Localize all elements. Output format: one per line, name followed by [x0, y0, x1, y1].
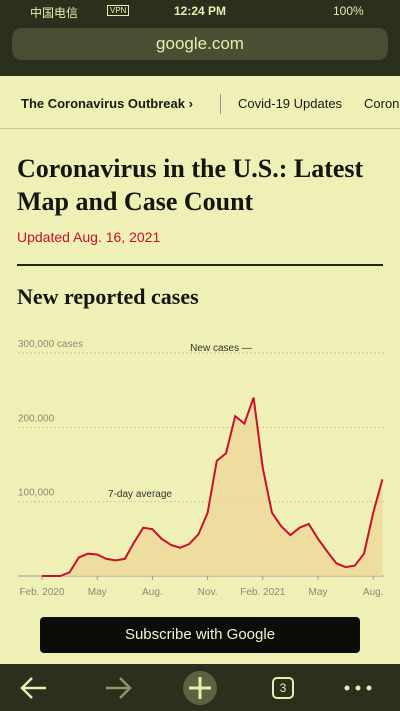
annotation: New cases —	[190, 343, 252, 354]
rule	[17, 264, 383, 266]
x-tick-label: Feb. 2020	[19, 587, 64, 598]
x-tick-label: Aug.	[363, 587, 384, 598]
forward-icon[interactable]	[106, 677, 132, 699]
carrier: 中国电信	[30, 6, 79, 20]
menu-dot	[355, 685, 361, 691]
nav-item[interactable]: Covid-19 Updates	[238, 96, 343, 111]
tabs-button[interactable]	[272, 677, 294, 699]
back-icon[interactable]	[20, 677, 46, 699]
chart: 100,000 200,000 300,000 cases Feb. 2020 May A…	[18, 339, 384, 598]
updated: Updated Aug. 16, 2021	[17, 229, 161, 245]
vpn: VPN	[107, 5, 130, 16]
x-tick-label: May	[88, 587, 107, 598]
toolbar: 3	[0, 664, 400, 711]
divider	[220, 94, 221, 114]
x-tick-label: May	[309, 587, 328, 598]
time: 12:24 PM	[173, 4, 227, 18]
headline: Coronavirus in the U.S.: Latest Map and …	[17, 154, 364, 216]
x-tick-label: Nov.	[198, 587, 218, 598]
toolbar-icons: 3	[20, 671, 372, 705]
subscribe-button[interactable]: Subscribe with Google	[40, 617, 360, 653]
divider	[0, 128, 400, 129]
y-tick-label: 300,000 cases	[18, 339, 83, 350]
line	[42, 397, 384, 577]
tab-count: 3	[280, 681, 287, 695]
area	[42, 397, 383, 576]
battery: 100%	[333, 4, 364, 18]
y-tick-label: 100,000	[18, 488, 55, 499]
url: google.com	[156, 34, 244, 53]
button-label: Subscribe with Google	[124, 626, 276, 643]
y-tick-label: 200,000	[18, 413, 55, 424]
plus-icon	[189, 677, 211, 699]
nav-item[interactable]: The Coronavirus Outbreak ›	[21, 96, 193, 111]
menu-dot	[366, 685, 372, 691]
annotation: 7-day average	[108, 489, 172, 500]
url-bar[interactable]: google.com	[12, 28, 388, 60]
section-title: New reported cases	[17, 284, 199, 309]
x-tick-label: Aug.	[142, 587, 163, 598]
x-tick-label: Feb. 2021	[240, 587, 285, 598]
menu-dot[interactable]	[344, 685, 350, 691]
nav-item[interactable]: Coron	[364, 96, 400, 111]
